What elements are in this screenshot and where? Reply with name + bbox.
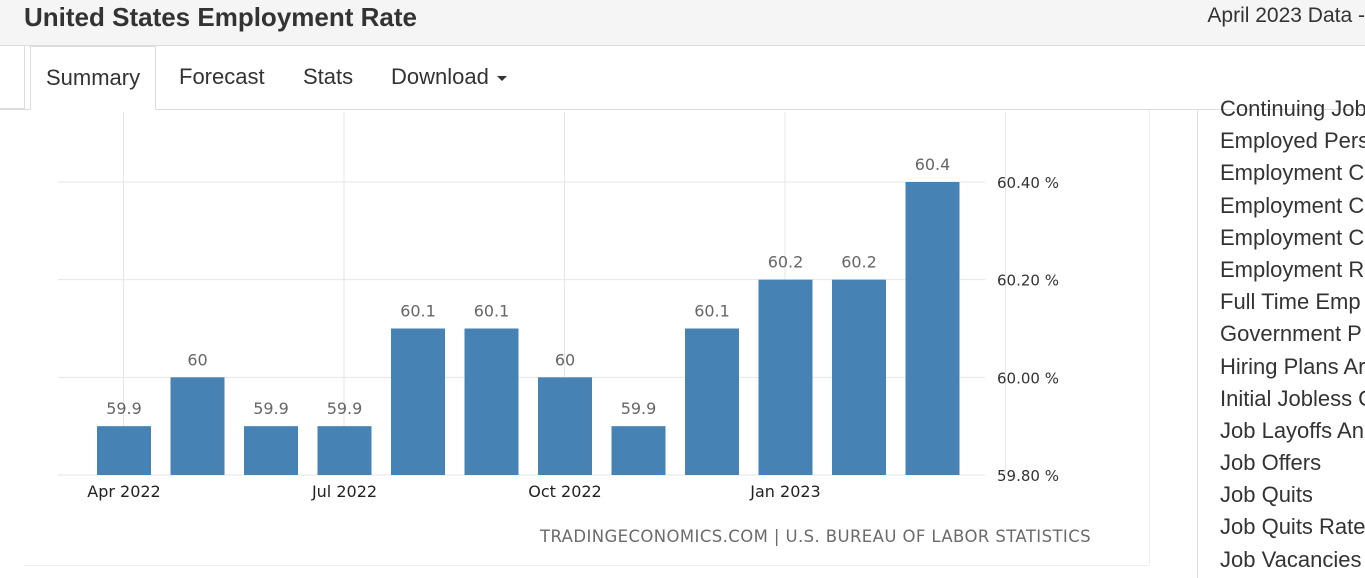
related-item[interactable]: Continuing Job: [1220, 96, 1365, 121]
related-item[interactable]: Employed Pers: [1220, 128, 1365, 154]
y-tick-label: 60.40 %: [997, 174, 1059, 192]
tab-summary[interactable]: Summary: [30, 46, 157, 110]
bar-value-label: 60.4: [915, 155, 951, 174]
related-item[interactable]: Job Quits: [1220, 482, 1313, 508]
tab-download[interactable]: Download: [391, 46, 507, 109]
bar: [832, 279, 886, 475]
chart-panel: [24, 110, 1150, 566]
bar: [758, 279, 813, 475]
x-tick-label: Jul 2022: [311, 482, 377, 501]
x-tick-label: Apr 2022: [87, 482, 160, 501]
bar-value-label: 60.1: [474, 302, 510, 321]
related-item[interactable]: Employment C: [1220, 192, 1365, 218]
x-tick-label: Jan 2023: [749, 482, 820, 501]
bar-value-label: 60.2: [841, 253, 877, 272]
related-indicators-list: Continuing Job Employed Pers Employment C E…: [1220, 93, 1365, 578]
bar-value-label: 60.1: [400, 302, 436, 321]
bar-series: [97, 182, 960, 475]
employment-rate-chart: 59.9 60 59.9 59.9 60.1 60.1 60 59.9 60.1 60.2 60.2…: [58, 112, 1059, 501]
bar-value-label: 59.9: [253, 399, 289, 418]
bar: [97, 426, 151, 475]
related-item[interactable]: Employment C: [1220, 224, 1365, 250]
bar-value-label: 60: [555, 350, 575, 369]
bar-value-label: 59.9: [327, 399, 363, 418]
related-item[interactable]: Job Offers: [1220, 450, 1322, 476]
header-bar: United States Employment Rate April 2023…: [0, 0, 1365, 46]
related-item[interactable]: Government P: [1220, 321, 1362, 347]
tab-bar-divider: [0, 109, 1365, 110]
page-title: United States Employment Rate: [24, 2, 417, 32]
bar: [685, 328, 739, 475]
y-tick-label: 60.00 %: [997, 369, 1059, 387]
related-item[interactable]: Job Vacancies: [1220, 546, 1362, 572]
tab-forecast[interactable]: Forecast: [179, 64, 265, 89]
data-date[interactable]: April 2023 Data -: [1207, 4, 1365, 27]
bar-value-labels: 59.9 60 59.9 59.9 60.1 60.1 60 59.9 60.1 60.2 60.2…: [106, 155, 950, 418]
bar: [317, 426, 372, 475]
bar: [391, 328, 445, 475]
tab-stats[interactable]: Stats: [303, 64, 354, 89]
related-item[interactable]: Job Quits Rate: [1220, 514, 1365, 540]
bar-value-label: 59.9: [106, 399, 142, 418]
related-item[interactable]: Initial Jobless C: [1220, 385, 1365, 411]
x-tick-label: Oct 2022: [528, 482, 601, 501]
sidebar-divider: [1197, 110, 1198, 578]
bar-value-label: 60.2: [768, 253, 804, 272]
bar-value-label: 60: [187, 350, 207, 369]
bar: [170, 377, 225, 475]
tab-bar-edge: [0, 46, 25, 109]
related-item[interactable]: Hiring Plans Ar: [1220, 353, 1365, 379]
caret-down-icon: [496, 75, 507, 81]
tab-bar: [0, 46, 1365, 110]
related-item[interactable]: Full Time Emp: [1220, 289, 1361, 315]
bar: [244, 426, 298, 475]
bar-value-label: 60.1: [694, 302, 730, 321]
bar: [538, 377, 592, 475]
x-axis-ticks: Apr 2022 Jul 2022 Oct 2022 Jan 2023: [87, 482, 820, 501]
related-item[interactable]: Employment R: [1220, 256, 1365, 282]
bar: [905, 182, 960, 475]
chart-source[interactable]: TRADINGECONOMICS.COM | U.S. BUREAU OF LA…: [540, 527, 1091, 546]
related-item[interactable]: Employment C: [1220, 160, 1365, 186]
bar: [611, 426, 666, 475]
y-tick-label: 59.80 %: [997, 467, 1059, 485]
related-item[interactable]: Job Layoffs An: [1220, 417, 1364, 443]
bar-value-label: 59.9: [621, 399, 657, 418]
bar: [464, 328, 519, 475]
y-tick-label: 60.20 %: [997, 272, 1059, 290]
vertical-gridlines: [123, 112, 1006, 475]
y-axis-ticks: 59.80 % 60.00 % 60.20 % 60.40 %: [997, 174, 1059, 485]
tab-download-label: Download: [391, 64, 489, 89]
